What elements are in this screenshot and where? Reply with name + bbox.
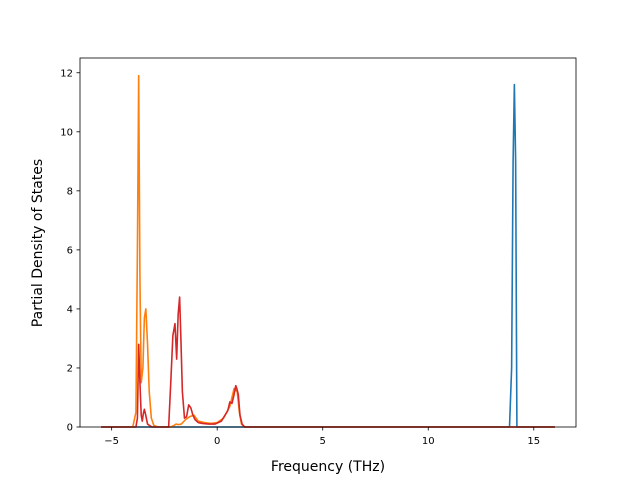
y-tick-label: 8 (67, 186, 73, 197)
y-tick-label: 0 (67, 423, 73, 434)
y-axis-label: Partial Density of States (30, 159, 46, 327)
y-tick-label: 6 (67, 245, 73, 256)
axes-frame (79, 57, 577, 428)
x-axis: −5 0 5 10 15 (104, 427, 540, 447)
x-tick-label: 0 (214, 436, 220, 447)
y-axis: 0 2 4 6 8 10 12 (60, 68, 80, 434)
series-line-2 (101, 74, 555, 428)
x-axis-label: Frequency (THz) (271, 459, 385, 475)
y-tick-label: 4 (67, 304, 73, 315)
x-tick-label: 10 (422, 436, 435, 447)
x-tick-label: 15 (527, 436, 540, 447)
y-tick-label: 10 (60, 127, 73, 138)
x-tick-label: −5 (104, 436, 119, 447)
series-layer (101, 74, 555, 428)
series-line-1 (101, 83, 555, 428)
series-line-3 (101, 296, 555, 428)
y-tick-label: 2 (67, 363, 73, 374)
x-tick-label: 5 (320, 436, 326, 447)
y-tick-label: 12 (60, 68, 73, 79)
